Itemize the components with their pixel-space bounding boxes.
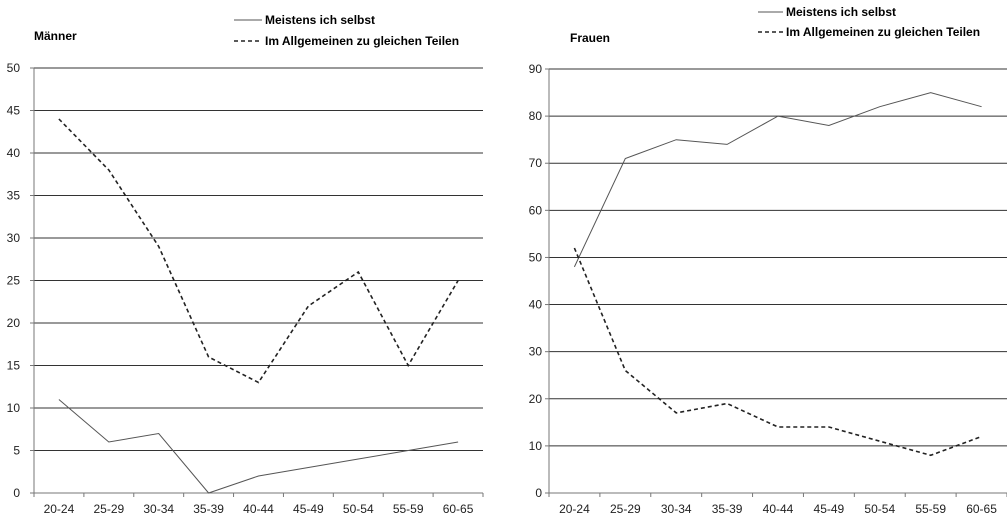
y-tick-label: 15 [7, 359, 21, 373]
x-tick-label: 50-54 [864, 502, 895, 516]
x-tick-label: 50-54 [343, 502, 374, 516]
y-tick-label: 40 [529, 298, 543, 312]
legend: Meistens ich selbst Im Allgemeinen zu gl… [234, 13, 459, 48]
data-point [777, 426, 778, 427]
x-tick-label: 35-39 [193, 502, 224, 516]
x-tick-label: 20-24 [559, 502, 590, 516]
y-tick-label: 20 [7, 316, 21, 330]
y-tick-label: 30 [7, 231, 21, 245]
y-tick-label: 20 [529, 392, 543, 406]
legend: Meistens ich selbst Im Allgemeinen zu gl… [758, 5, 980, 39]
data-point [981, 436, 982, 437]
chart-title: Männer [34, 29, 77, 43]
x-tick-label: 45-49 [814, 502, 845, 516]
x-tick-label: 25-29 [610, 502, 641, 516]
y-tick-label: 5 [13, 444, 20, 458]
series-line-dashed [573, 247, 982, 457]
series-line-solid [573, 92, 982, 268]
y-tick-label: 10 [529, 439, 543, 453]
y-tick-label: 0 [13, 486, 20, 500]
legend-label: Meistens ich selbst [265, 13, 375, 27]
x-tick-label: 40-44 [243, 502, 274, 516]
x-tick-label: 55-59 [915, 502, 946, 516]
x-tick-label: 40-44 [763, 502, 794, 516]
legend-label: Im Allgemeinen zu gleichen Teilen [786, 25, 980, 39]
y-tick-label: 35 [7, 189, 21, 203]
x-tick-label: 45-49 [293, 502, 324, 516]
y-tick-label: 25 [7, 274, 21, 288]
x-tick-label: 35-39 [712, 502, 743, 516]
x-tick-label: 60-65 [966, 502, 997, 516]
y-tick-label: 80 [529, 109, 543, 123]
x-tick-label: 55-59 [393, 502, 424, 516]
x-tick-label: 30-34 [143, 502, 174, 516]
x-tick-label: 60-65 [443, 502, 474, 516]
series-line-dashed [58, 118, 459, 384]
chart-frauen-svg: Frauen Meistens ich selbst Im Allgemeine… [529, 5, 1007, 516]
y-tick-label: 90 [529, 62, 543, 76]
x-tick-label: 30-34 [661, 502, 692, 516]
chart-maenner-svg: Männer Meistens ich selbst Im Allgemeine… [7, 13, 484, 516]
y-tick-label: 70 [529, 156, 543, 170]
x-tick-label: 25-29 [93, 502, 124, 516]
chart-title: Frauen [570, 31, 610, 45]
chart-frauen: Frauen Meistens ich selbst Im Allgemeine… [500, 0, 1007, 521]
plot-area: 0 5 10 15 20 25 30 35 40 45 50 20-24 25-29 30-34 35-39… [7, 61, 484, 516]
data-point [727, 403, 728, 404]
y-tick-label: 45 [7, 104, 21, 118]
y-tick-label: 60 [529, 203, 543, 217]
y-tick-label: 30 [529, 345, 543, 359]
legend-label: Meistens ich selbst [786, 5, 896, 19]
y-tick-label: 50 [529, 250, 543, 264]
y-tick-label: 40 [7, 146, 21, 160]
y-tick-label: 0 [535, 486, 542, 500]
plot-area: 0 10 20 30 40 50 60 70 80 90 20-24 25-29 30-34 35-39 4… [529, 62, 1007, 516]
y-tick-label: 50 [7, 61, 21, 75]
chart-maenner: Männer Meistens ich selbst Im Allgemeine… [0, 0, 500, 521]
series-line-solid [58, 399, 459, 494]
y-tick-label: 10 [7, 401, 21, 415]
x-tick-label: 20-24 [44, 502, 75, 516]
legend-label: Im Allgemeinen zu gleichen Teilen [265, 34, 459, 48]
